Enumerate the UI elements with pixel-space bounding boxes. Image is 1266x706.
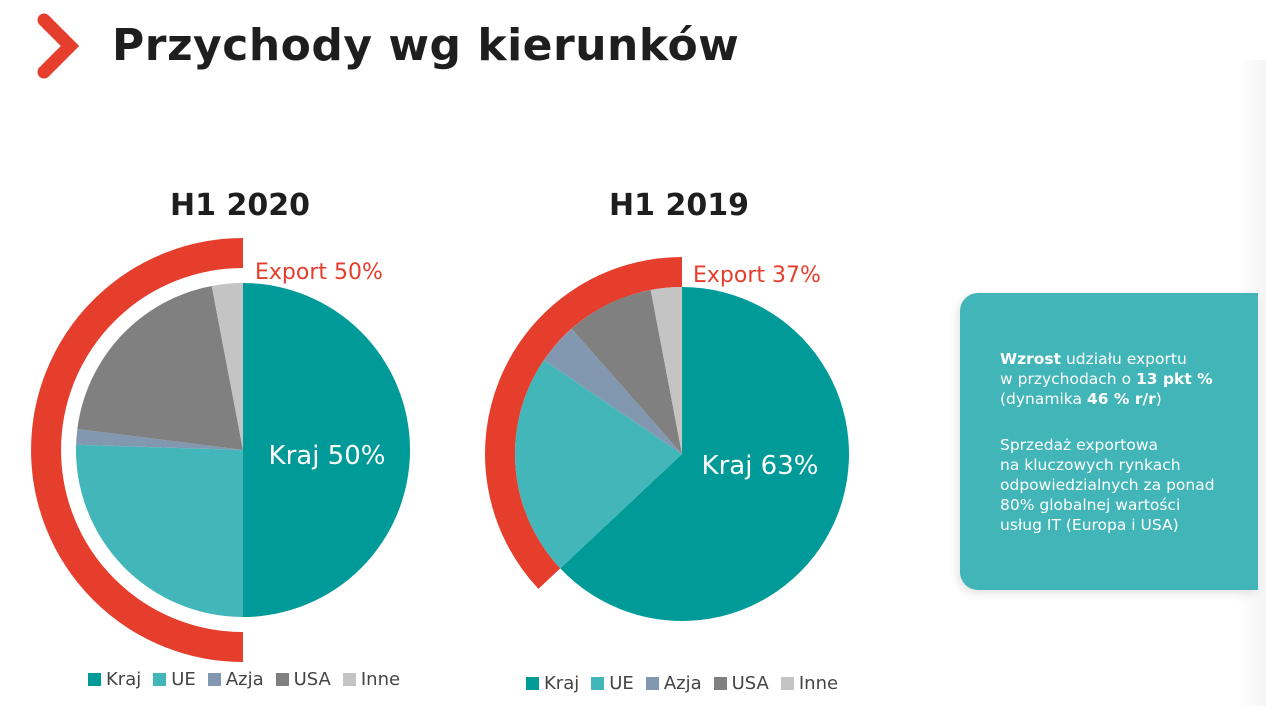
- legend-item-ue: UE: [591, 673, 634, 694]
- legend-swatch: [342, 673, 356, 686]
- pie-slice-inne: [211, 283, 243, 450]
- chart-title: H1 2020: [170, 188, 310, 223]
- export-label: Export 50%: [255, 260, 383, 285]
- info-bold-wzrost: Wzrost: [1000, 350, 1062, 368]
- info-card: Wzrost udziału exportu w przychodach o 1…: [960, 293, 1258, 590]
- info-paragraph-growth: Wzrost udziału exportu w przychodach o 1…: [1000, 349, 1242, 409]
- info-text: (dynamika: [1000, 390, 1087, 408]
- legend-h1-2019: Kraj UE Azja USA Inne: [526, 673, 838, 694]
- pie-chart-h1-2020: H1 2020 Export 50% Kraj 50%: [31, 188, 410, 662]
- legend-swatch: [780, 677, 794, 690]
- legend-item-azja: Azja: [645, 673, 702, 694]
- legend-label: Inne: [798, 673, 839, 694]
- info-bold-dynamika: 46 % r/r: [1086, 390, 1156, 408]
- pie-slice-azja: [76, 429, 244, 450]
- legend-label: Azja: [225, 669, 264, 690]
- legend-item-inne: Inne: [342, 669, 401, 690]
- export-arc: [31, 238, 244, 662]
- pie-chart-h1-2019: H1 2019 Export 37% Kraj 63%: [485, 188, 849, 621]
- pie-slice-kraj: [560, 287, 849, 621]
- legend-swatch: [713, 677, 727, 690]
- legend-swatch: [526, 677, 539, 690]
- info-line: usług IT (Europa i USA): [1000, 516, 1179, 534]
- legend-swatch: [275, 673, 289, 686]
- inner-label: Kraj 63%: [702, 451, 819, 481]
- legend-label: Azja: [663, 673, 702, 694]
- info-line: 80% globalnej wartości: [1000, 496, 1181, 514]
- export-arc: [485, 257, 683, 589]
- legend-h1-2020: Kraj UE Azja USA Inne: [88, 669, 400, 690]
- info-text: w przychodach o: [1000, 370, 1136, 388]
- legend-item-ue: UE: [153, 669, 196, 690]
- pie-slice-azja: [543, 328, 682, 454]
- info-text: ): [1155, 390, 1162, 408]
- legend-swatch: [645, 677, 659, 690]
- legend-item-usa: USA: [275, 669, 331, 690]
- info-line: odpowiedzialnych za ponad: [1000, 476, 1215, 494]
- pie-slice-ue: [75, 444, 243, 617]
- chart-title: H1 2019: [609, 188, 749, 223]
- pie-slice-kraj: [243, 283, 410, 617]
- info-paragraph-markets: Sprzedaż exportowa na kluczowych rynkach…: [1000, 435, 1242, 535]
- legend-label: Kraj: [106, 669, 142, 690]
- pie-slice-usa: [571, 289, 682, 454]
- legend-label: UE: [609, 673, 634, 694]
- legend-item-kraj: Kraj: [88, 669, 141, 690]
- legend-item-azja: Azja: [207, 669, 264, 690]
- legend-label: USA: [293, 669, 331, 690]
- legend-swatch: [591, 677, 605, 690]
- legend-item-kraj: Kraj: [526, 673, 579, 694]
- pie-slice-inne: [650, 287, 682, 454]
- info-text: udziału exportu: [1061, 350, 1187, 368]
- legend-label: Inne: [360, 669, 401, 690]
- legend-swatch: [153, 673, 167, 686]
- info-bold-pkt: 13 pkt %: [1135, 370, 1213, 388]
- legend-label: UE: [171, 669, 196, 690]
- pie-charts: H1 2020 Export 50% Kraj 50% H1 2019 Export …: [31, 188, 849, 662]
- chevron-right-icon: [37, 13, 80, 79]
- page-title: Przychody wg kierunków: [112, 20, 740, 71]
- legend-swatch: [88, 673, 101, 686]
- info-line: Sprzedaż exportowa: [1000, 436, 1158, 454]
- pie-slice-ue: [515, 360, 682, 569]
- legend-label: Kraj: [544, 673, 580, 694]
- inner-label: Kraj 50%: [269, 441, 386, 471]
- legend-label: USA: [731, 673, 769, 694]
- legend-swatch: [207, 673, 221, 686]
- info-line: na kluczowych rynkach: [1000, 456, 1181, 474]
- legend-item-inne: Inne: [780, 673, 839, 694]
- export-label: Export 37%: [693, 263, 821, 288]
- legend-item-usa: USA: [713, 673, 769, 694]
- pie-slice-usa: [77, 285, 244, 450]
